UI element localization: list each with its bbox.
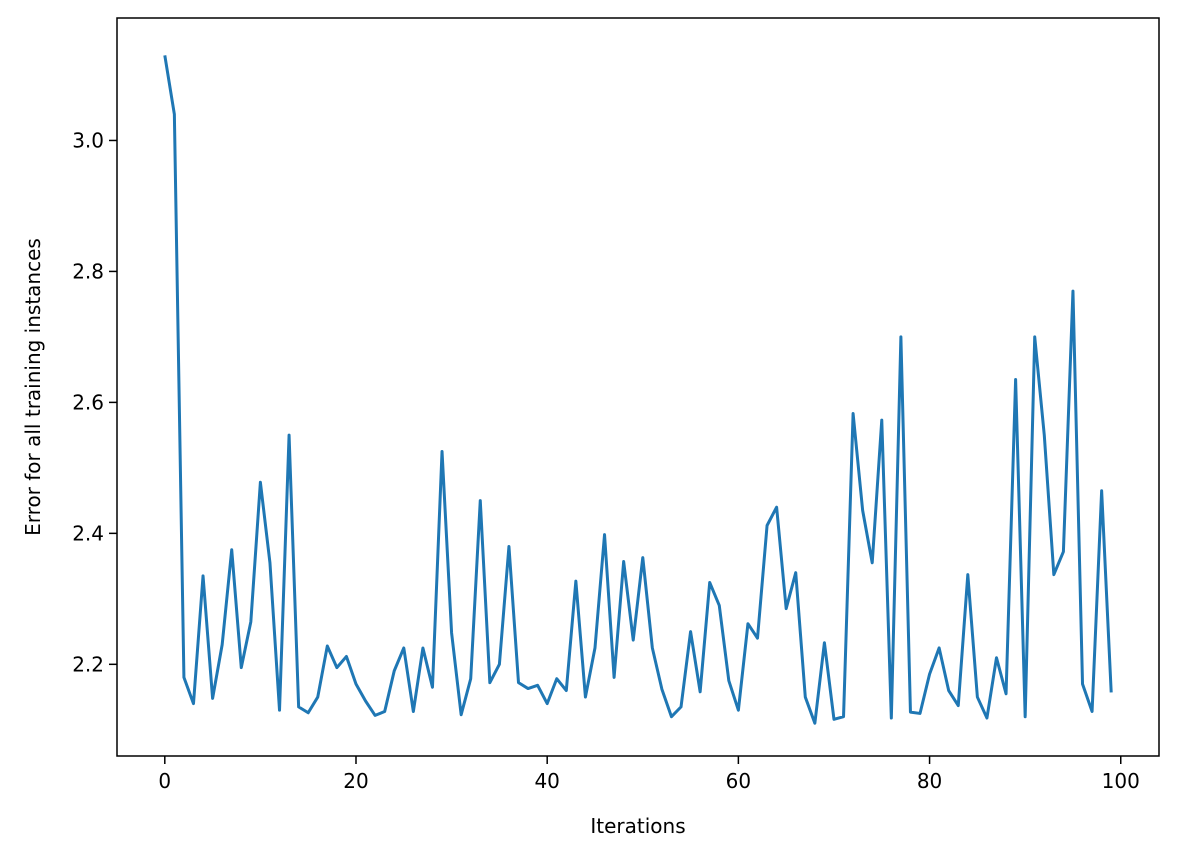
y-tick-label: 3.0 bbox=[72, 128, 104, 152]
y-axis-title: Error for all training instances bbox=[21, 238, 45, 536]
y-tick-label: 2.2 bbox=[72, 652, 104, 676]
x-axis-title: Iterations bbox=[590, 814, 685, 838]
x-tick-label: 40 bbox=[534, 769, 559, 793]
x-tick-label: 80 bbox=[917, 769, 942, 793]
y-tick-label: 2.4 bbox=[72, 521, 104, 545]
x-tick-label: 20 bbox=[343, 769, 368, 793]
y-axis-ticks: 2.2 2.4 2.6 2.8 3.0 bbox=[72, 128, 117, 676]
x-tick-label: 60 bbox=[726, 769, 751, 793]
plot-frame bbox=[116, 17, 1160, 757]
series-line-0 bbox=[163, 55, 1113, 725]
x-axis-ticks: 0 20 40 60 80 100 bbox=[158, 756, 1140, 793]
y-tick-label: 2.6 bbox=[72, 390, 104, 414]
x-tick-label: 100 bbox=[1102, 769, 1140, 793]
y-tick-label: 2.8 bbox=[72, 259, 104, 283]
x-tick-label: 0 bbox=[158, 769, 171, 793]
series-layer bbox=[163, 55, 1113, 725]
